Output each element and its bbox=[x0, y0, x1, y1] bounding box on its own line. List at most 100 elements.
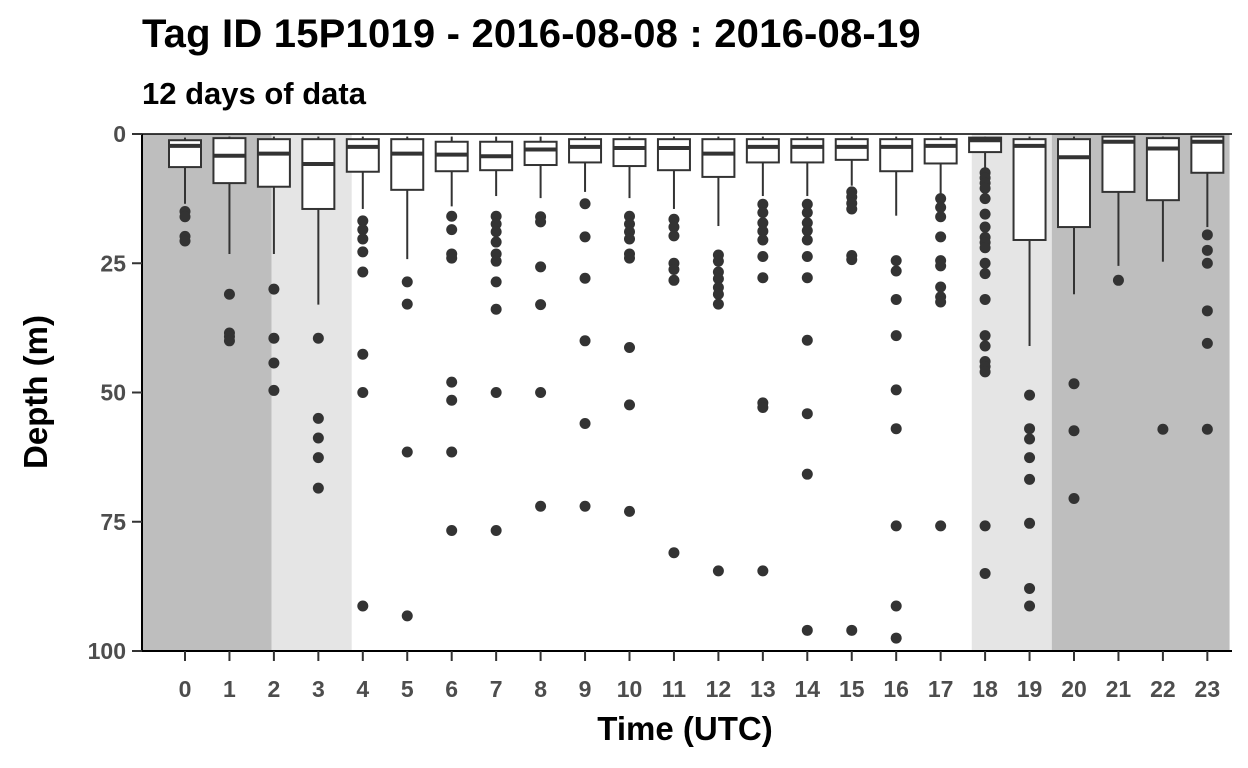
outlier-point bbox=[401, 610, 413, 622]
outlier-point bbox=[490, 303, 502, 315]
outlier-point bbox=[801, 198, 813, 210]
box-hour-22 bbox=[1145, 136, 1180, 435]
outlier-point bbox=[757, 234, 769, 246]
outlier-point bbox=[624, 210, 635, 222]
outlier-point bbox=[312, 332, 324, 344]
iqr-box bbox=[879, 138, 914, 173]
outlier-point bbox=[1024, 423, 1036, 435]
outlier-point bbox=[846, 624, 858, 636]
outlier-point bbox=[1201, 257, 1213, 269]
x-tick-label: 16 bbox=[883, 676, 909, 702]
outlier-point bbox=[357, 246, 369, 258]
outlier-point bbox=[890, 384, 902, 396]
outlier-point bbox=[1068, 492, 1080, 504]
x-tick-label: 17 bbox=[928, 676, 954, 702]
iqr-box bbox=[1012, 138, 1047, 241]
outlier-point bbox=[890, 265, 902, 277]
outlier-point bbox=[668, 213, 680, 225]
outlier-point bbox=[979, 293, 991, 305]
outlier-point bbox=[446, 394, 458, 406]
y-tick-label: 0 bbox=[113, 121, 126, 147]
outlier-point bbox=[890, 255, 902, 267]
outlier-point bbox=[579, 231, 591, 243]
chart-title: Tag ID 15P1019 - 2016-08-08 : 2016-08-19 bbox=[142, 12, 921, 56]
box-hour-10 bbox=[612, 136, 647, 517]
y-tick-label: 100 bbox=[88, 638, 126, 664]
box-hour-23 bbox=[1190, 135, 1225, 435]
outlier-point bbox=[1024, 582, 1036, 594]
outlier-point bbox=[979, 340, 991, 352]
outlier-point bbox=[357, 600, 369, 612]
outlier-point bbox=[1201, 244, 1213, 256]
outlier-point bbox=[890, 330, 902, 342]
outlier-point bbox=[712, 273, 724, 285]
iqr-box bbox=[612, 138, 647, 168]
outlier-point bbox=[1201, 305, 1213, 317]
outlier-point bbox=[757, 198, 769, 210]
iqr-box bbox=[790, 138, 825, 164]
x-tick-label: 12 bbox=[706, 676, 732, 702]
outlier-point bbox=[490, 255, 502, 267]
x-tick-label: 0 bbox=[179, 676, 192, 702]
outlier-point bbox=[935, 296, 947, 308]
outlier-point bbox=[668, 263, 680, 275]
outlier-point bbox=[535, 387, 547, 398]
outlier-point bbox=[268, 384, 280, 396]
outlier-point bbox=[979, 208, 991, 220]
outlier-point bbox=[223, 335, 235, 347]
outlier-point bbox=[579, 500, 591, 512]
outlier-point bbox=[579, 335, 591, 347]
x-axis-title: Time (UTC) bbox=[597, 710, 772, 747]
outlier-point bbox=[801, 234, 813, 246]
outlier-point bbox=[535, 261, 547, 273]
outlier-point bbox=[712, 255, 724, 267]
x-tick-label: 9 bbox=[579, 676, 592, 702]
box-hour-2 bbox=[256, 136, 291, 396]
outlier-point bbox=[801, 272, 813, 284]
outlier-point bbox=[490, 387, 502, 398]
box-hour-5 bbox=[390, 136, 425, 622]
outlier-point bbox=[668, 547, 680, 559]
outlier-point bbox=[1201, 229, 1213, 241]
outlier-point bbox=[757, 207, 769, 219]
outlier-point bbox=[357, 233, 369, 245]
box-hour-21 bbox=[1101, 135, 1136, 286]
iqr-box bbox=[834, 138, 869, 161]
outlier-point bbox=[624, 252, 635, 264]
outlier-point bbox=[935, 211, 947, 223]
outlier-point bbox=[890, 600, 902, 612]
outlier-point bbox=[979, 330, 991, 342]
box-hour-20 bbox=[1057, 136, 1091, 504]
outlier-point bbox=[579, 272, 591, 284]
outlier-point bbox=[890, 520, 902, 532]
outlier-point bbox=[846, 203, 858, 215]
outlier-point bbox=[979, 193, 991, 205]
shading-band-0 bbox=[142, 134, 272, 651]
box-hour-12 bbox=[701, 136, 736, 577]
outlier-point bbox=[268, 357, 280, 369]
x-tick-label: 15 bbox=[839, 676, 865, 702]
outlier-point bbox=[801, 217, 813, 229]
outlier-point bbox=[446, 224, 458, 236]
outlier-point bbox=[490, 276, 502, 288]
outlier-point bbox=[401, 298, 413, 310]
outlier-point bbox=[490, 525, 502, 537]
x-tick-label: 22 bbox=[1150, 676, 1176, 702]
iqr-box bbox=[390, 138, 425, 191]
outlier-point bbox=[712, 298, 724, 310]
box-hour-15 bbox=[834, 136, 869, 636]
outlier-point bbox=[401, 446, 413, 458]
outlier-point bbox=[890, 632, 902, 644]
x-tick-label: 8 bbox=[534, 676, 547, 702]
outlier-point bbox=[535, 500, 547, 512]
outlier-point bbox=[357, 348, 369, 360]
outlier-point bbox=[1024, 600, 1036, 612]
y-tick-label: 50 bbox=[100, 380, 126, 406]
x-tick-label: 6 bbox=[445, 676, 458, 702]
y-tick-label: 25 bbox=[100, 250, 126, 276]
outlier-point bbox=[1112, 274, 1124, 286]
outlier-point bbox=[801, 225, 813, 237]
box-hour-18 bbox=[968, 136, 1003, 579]
